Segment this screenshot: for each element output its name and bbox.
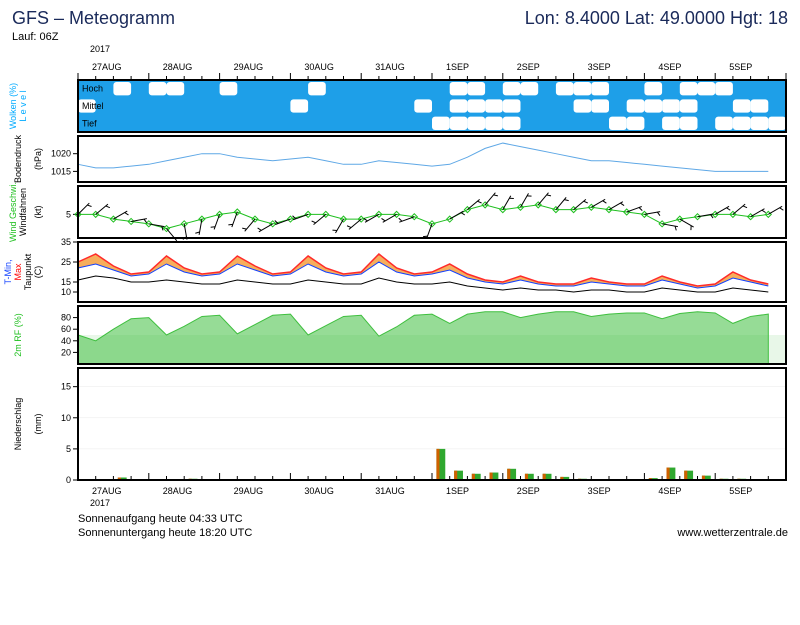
xaxis-day-label: 31AUG	[375, 62, 405, 72]
model-run: Lauf: 06Z	[12, 31, 59, 43]
xaxis-day-label: 28AUG	[163, 62, 193, 72]
xaxis-day-label: 5SEP	[729, 62, 752, 72]
xaxis-day-label: 2SEP	[517, 486, 540, 496]
svg-text:Windfahnen: Windfahnen	[18, 188, 28, 236]
svg-text:60: 60	[61, 324, 71, 334]
svg-text:(hPa): (hPa)	[33, 148, 43, 170]
svg-text:Bodendruck: Bodendruck	[13, 134, 23, 183]
svg-text:Max: Max	[13, 263, 23, 281]
xaxis-day-label: 29AUG	[234, 62, 264, 72]
svg-text:10: 10	[61, 287, 71, 297]
xaxis-day-label: 30AUG	[304, 62, 334, 72]
svg-text:80: 80	[61, 313, 71, 323]
xaxis-day-label: 5SEP	[729, 486, 752, 496]
xaxis-day-label: 27AUG	[92, 486, 122, 496]
xaxis-day-label: 1SEP	[446, 62, 469, 72]
svg-text:2017: 2017	[90, 498, 110, 508]
svg-text:35: 35	[61, 237, 71, 247]
svg-text:5: 5	[66, 209, 71, 219]
svg-text:20: 20	[61, 347, 71, 357]
svg-text:15: 15	[61, 382, 71, 392]
svg-text:L e v e l: L e v e l	[18, 90, 28, 121]
svg-text:Wind Geschwi.: Wind Geschwi.	[8, 182, 18, 242]
chart-title: GFS – Meteogramm	[12, 8, 175, 28]
svg-text:1015: 1015	[51, 166, 71, 176]
xaxis-day-label: 1SEP	[446, 486, 469, 496]
cloud-level-label: Tief	[82, 118, 97, 128]
xaxis-day-label: 3SEP	[588, 486, 611, 496]
credit: www.wetterzentrale.de	[676, 527, 788, 539]
cloud-level-label: Mittel	[82, 101, 104, 111]
xaxis-day-label: 28AUG	[163, 486, 193, 496]
svg-text:(kt): (kt)	[33, 206, 43, 219]
svg-text:(mm): (mm)	[33, 414, 43, 435]
svg-text:15: 15	[61, 277, 71, 287]
svg-text:(C): (C)	[33, 266, 43, 279]
svg-text:T-Min,: T-Min,	[3, 259, 13, 284]
xaxis-day-label: 2SEP	[517, 62, 540, 72]
cloud-level-label: Hoch	[82, 84, 103, 94]
svg-text:1020: 1020	[51, 149, 71, 159]
xaxis-day-label: 4SEP	[658, 62, 681, 72]
sun-time: Sonnenaufgang heute 04:33 UTC	[78, 513, 243, 525]
svg-text:Niederschlag: Niederschlag	[13, 398, 23, 451]
xaxis-day-label: 31AUG	[375, 486, 405, 496]
svg-text:Taupunkt: Taupunkt	[23, 253, 33, 290]
svg-text:0: 0	[66, 475, 71, 485]
svg-text:2m RF (%): 2m RF (%)	[13, 313, 23, 357]
meteogram: GFS – Meteogramm Lon: 8.4000 Lat: 49.0000…	[0, 0, 800, 625]
svg-text:5: 5	[66, 444, 71, 454]
xaxis-day-label: 3SEP	[588, 62, 611, 72]
sun-time: Sonnenuntergang heute 18:20 UTC	[78, 527, 252, 539]
xaxis-day-label: 27AUG	[92, 62, 122, 72]
chart-location: Lon: 8.4000 Lat: 49.0000 Hgt: 18	[525, 8, 788, 28]
xaxis-day-label: 29AUG	[234, 486, 264, 496]
svg-text:25: 25	[61, 257, 71, 267]
svg-text:10: 10	[61, 413, 71, 423]
svg-text:Wolken (%): Wolken (%)	[8, 83, 18, 129]
year-label: 2017	[90, 44, 110, 54]
xaxis-day-label: 4SEP	[658, 486, 681, 496]
svg-text:40: 40	[61, 336, 71, 346]
xaxis-day-label: 30AUG	[304, 486, 334, 496]
